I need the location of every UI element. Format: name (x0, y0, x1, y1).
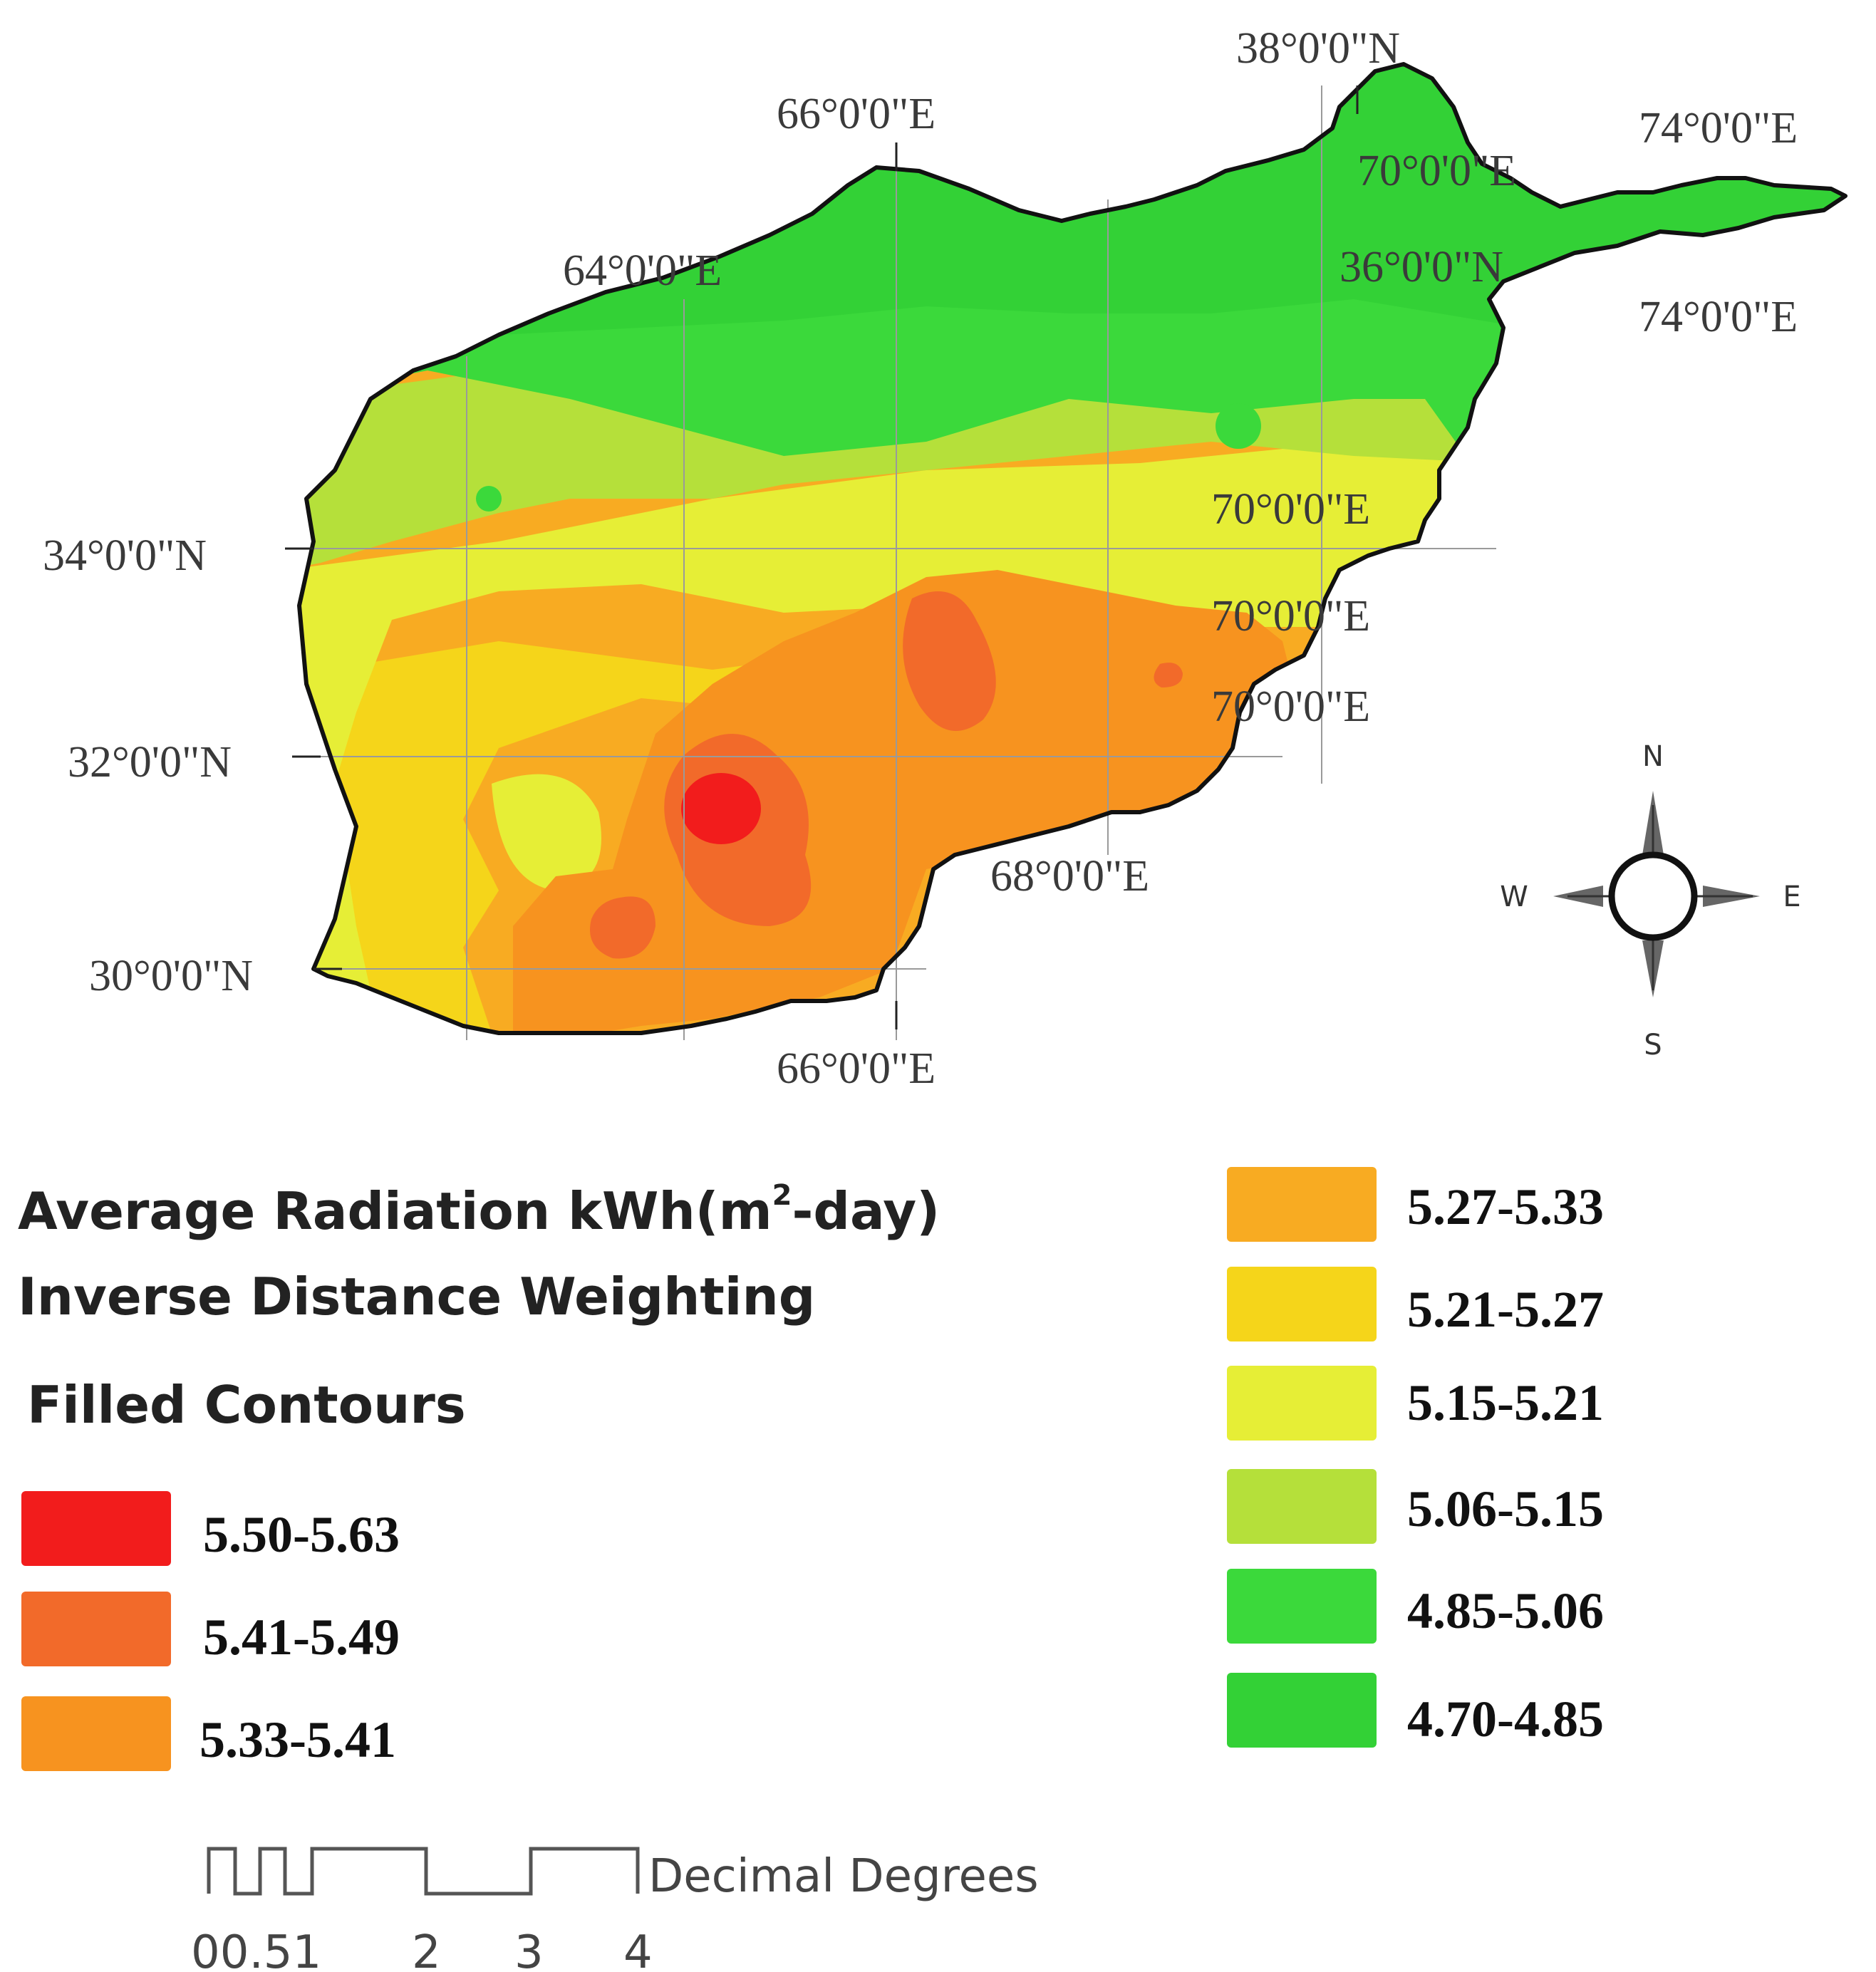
legend-title-line1: Average Radiation kWh(m2-day) (18, 1179, 940, 1241)
legend: 5.50-5.63 5.41-5.49 5.33-5.41 5.27-5.33 … (21, 1167, 1604, 1771)
scale-bar: Decimal Degrees 00.51 2 3 4 (191, 1847, 1039, 1972)
legend-swatch-5.41-5.49 (21, 1592, 171, 1666)
contour-band-4.70-4.85 (299, 64, 1845, 356)
legend-swatch-4.85-5.06 (1227, 1569, 1377, 1644)
coord-label-66e-top: 66°0'0"E (777, 90, 936, 138)
coord-label-70e-north: 70°0'0"E (1357, 147, 1516, 195)
coord-label-38n: 38°0'0"N (1236, 24, 1400, 73)
scale-bar-unit: Decimal Degrees (648, 1850, 1039, 1903)
scale-bar-tick-0: 00.51 (191, 1926, 321, 1972)
scale-bar-tick-2: 2 (412, 1926, 441, 1972)
legend-label-5.15-5.21: 5.15-5.21 (1407, 1374, 1604, 1431)
legend-label-5.06-5.15: 5.06-5.15 (1407, 1480, 1604, 1537)
contour-spot-4.85-5.06 (476, 486, 502, 512)
graticule (299, 85, 1496, 1040)
coord-label-34n: 34°0'0"N (43, 531, 207, 580)
legend-swatch-5.33-5.41 (21, 1696, 171, 1771)
coord-label-64e: 64°0'0"E (563, 246, 722, 295)
coord-label-68e: 68°0'0"E (990, 852, 1149, 901)
legend-label-5.41-5.49: 5.41-5.49 (203, 1609, 400, 1666)
scale-bar-line (207, 1847, 640, 1896)
coord-label-70e-b: 70°0'0"E (1211, 592, 1370, 640)
contour-band-5.15-5.21 (299, 442, 1496, 1033)
legend-title: Average Radiation kWh(m2-day) Inverse Di… (18, 1179, 940, 1435)
compass-ring (1608, 851, 1698, 941)
coord-label-32n: 32°0'0"N (68, 738, 232, 787)
legend-label-5.21-5.27: 5.21-5.27 (1407, 1281, 1604, 1338)
coordinate-labels: 38°0'0"N 66°0'0"E 74°0'0"E 70°0'0"E 64°0… (43, 24, 1798, 1093)
coord-label-36n: 36°0'0"N (1339, 243, 1503, 291)
country-outline (297, 62, 1848, 1035)
legend-label-5.27-5.33: 5.27-5.33 (1407, 1178, 1604, 1235)
legend-label-4.85-5.06: 4.85-5.06 (1407, 1582, 1604, 1639)
coord-label-74e-mid: 74°0'0"E (1639, 293, 1798, 341)
legend-swatch-5.50-5.63 (21, 1491, 171, 1566)
contour-band-5.50-5.63 (681, 773, 761, 844)
legend-label-5.33-5.41: 5.33-5.41 (199, 1711, 396, 1768)
legend-title-line3: Filled Contours (27, 1375, 466, 1435)
legend-label-4.70-4.85: 4.70-4.85 (1407, 1691, 1604, 1748)
scale-bar-tick-4: 4 (623, 1926, 653, 1972)
compass-north-label: N (1642, 740, 1664, 773)
legend-swatch-4.70-4.85 (1227, 1673, 1377, 1748)
contour-spot-4.85-5.06 (1216, 403, 1261, 449)
legend-swatch-5.06-5.15 (1227, 1469, 1377, 1544)
contour-band-5.33-5.41 (513, 570, 1297, 1033)
coord-label-74e-top: 74°0'0"E (1639, 104, 1798, 152)
north-arrow-icon: N S E W (1500, 740, 1800, 1062)
compass-west-label: W (1500, 881, 1528, 913)
compass-south-label: S (1644, 1029, 1662, 1062)
coord-label-30n: 30°0'0"N (89, 952, 253, 1000)
contour-band-5.41-5.49 (590, 591, 1183, 959)
coord-label-70e-a: 70°0'0"E (1211, 485, 1370, 534)
compass-east-label: E (1783, 881, 1800, 913)
coord-label-66e-bottom: 66°0'0"E (777, 1044, 936, 1093)
scale-bar-tick-3: 3 (514, 1926, 544, 1972)
graticule-ticks (285, 85, 1359, 1029)
legend-swatch-5.27-5.33 (1227, 1167, 1377, 1242)
legend-swatch-5.15-5.21 (1227, 1366, 1377, 1441)
legend-swatch-5.21-5.27 (1227, 1267, 1377, 1342)
coord-label-70e-c: 70°0'0"E (1211, 683, 1370, 731)
legend-title-line2: Inverse Distance Weighting (18, 1267, 815, 1327)
legend-label-5.50-5.63: 5.50-5.63 (203, 1506, 400, 1563)
